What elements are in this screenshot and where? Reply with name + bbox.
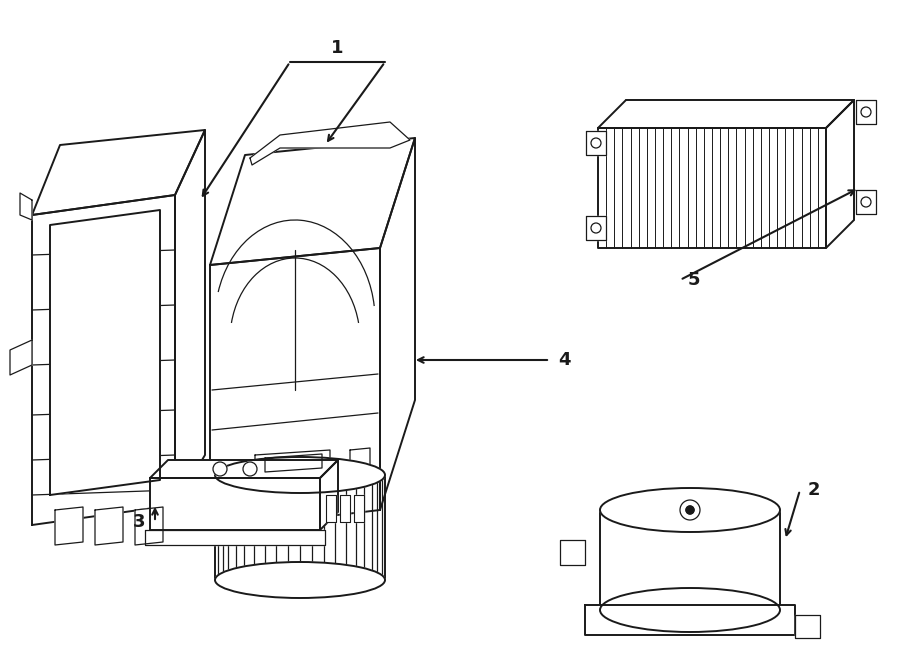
Polygon shape (585, 605, 795, 635)
Polygon shape (210, 248, 380, 530)
Ellipse shape (600, 488, 780, 532)
Text: 3: 3 (132, 513, 145, 531)
Polygon shape (50, 210, 160, 495)
Polygon shape (795, 615, 820, 638)
Ellipse shape (600, 588, 780, 632)
Text: 1: 1 (331, 39, 343, 57)
Circle shape (680, 500, 700, 520)
Text: 5: 5 (688, 271, 700, 289)
Circle shape (686, 506, 694, 514)
Polygon shape (32, 130, 205, 215)
Polygon shape (150, 478, 320, 530)
Circle shape (591, 138, 601, 148)
Polygon shape (20, 193, 32, 220)
Text: 2: 2 (808, 481, 821, 499)
Polygon shape (380, 138, 415, 510)
Polygon shape (95, 507, 123, 545)
Polygon shape (265, 454, 322, 472)
Polygon shape (598, 128, 826, 248)
Polygon shape (210, 138, 415, 265)
Polygon shape (10, 340, 32, 375)
Polygon shape (320, 460, 338, 530)
Ellipse shape (215, 562, 385, 598)
Circle shape (243, 462, 257, 476)
Polygon shape (255, 450, 330, 475)
Polygon shape (354, 495, 364, 522)
Polygon shape (598, 100, 854, 128)
Polygon shape (560, 540, 585, 565)
Polygon shape (50, 210, 160, 495)
Polygon shape (326, 495, 336, 522)
Polygon shape (175, 130, 205, 505)
Polygon shape (250, 122, 410, 165)
Polygon shape (32, 195, 175, 525)
Ellipse shape (215, 457, 385, 493)
Circle shape (213, 462, 227, 476)
Polygon shape (340, 495, 350, 522)
Circle shape (591, 223, 601, 233)
Circle shape (861, 107, 871, 117)
Polygon shape (350, 448, 370, 470)
Polygon shape (856, 100, 876, 124)
Polygon shape (586, 216, 606, 240)
Polygon shape (856, 190, 876, 214)
Polygon shape (145, 530, 325, 545)
Polygon shape (55, 507, 83, 545)
Polygon shape (135, 507, 163, 545)
Polygon shape (150, 460, 338, 478)
Text: 4: 4 (558, 351, 571, 369)
Polygon shape (586, 131, 606, 155)
Polygon shape (826, 100, 854, 248)
Circle shape (861, 197, 871, 207)
Polygon shape (626, 100, 854, 220)
